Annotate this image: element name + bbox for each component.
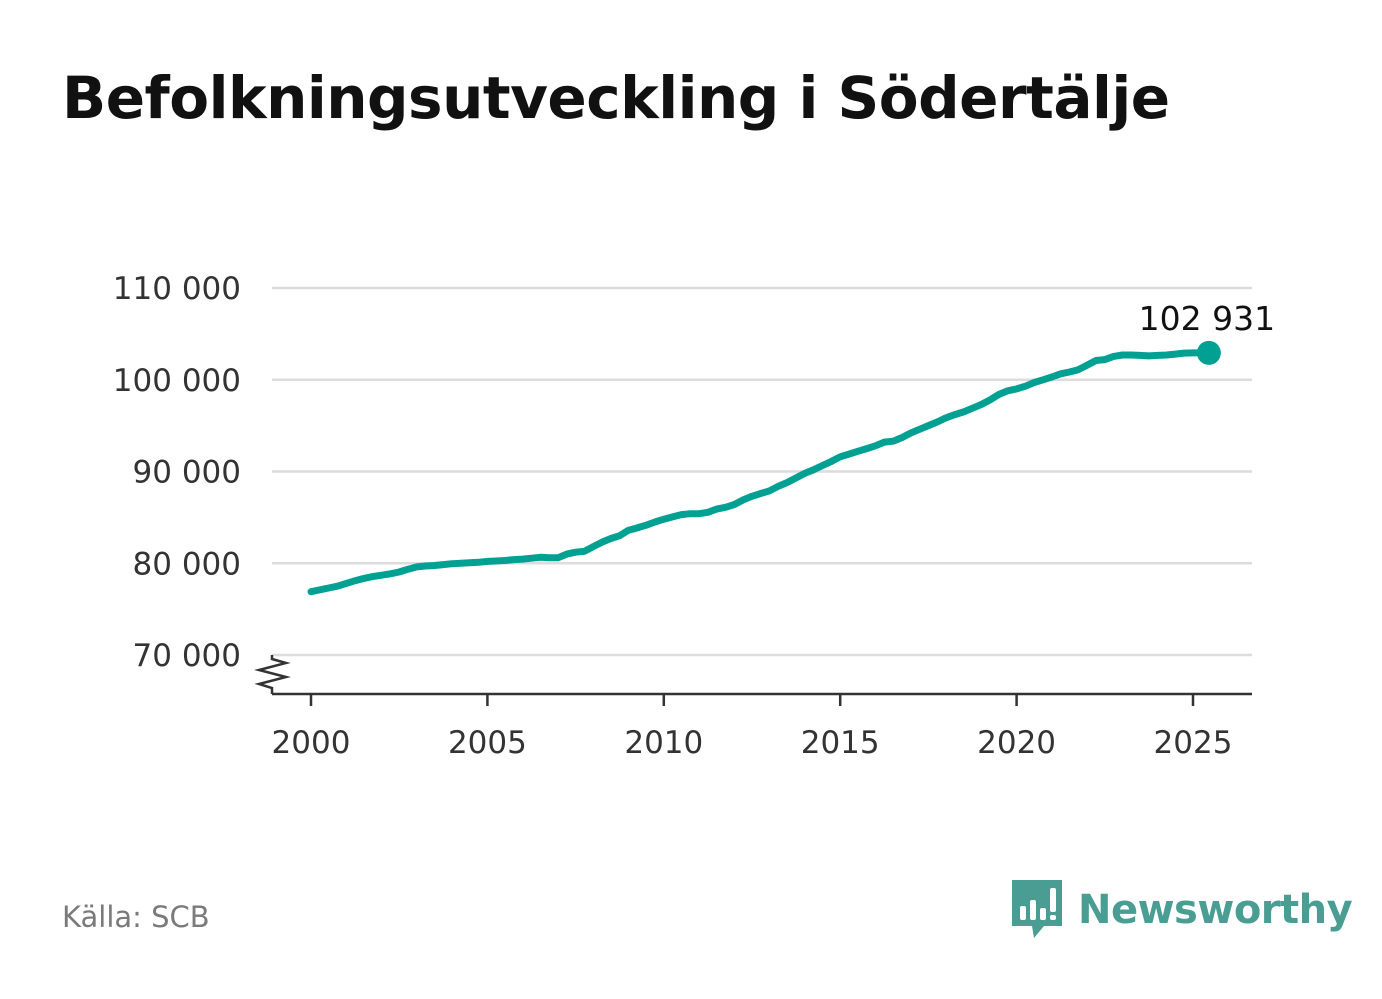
- x-tick-label: 2020: [977, 725, 1056, 761]
- chart-title: Befolkningsutveckling i Södertälje: [62, 64, 1170, 132]
- y-tick-label: 80 000: [133, 546, 241, 582]
- x-tick-label: 2000: [272, 725, 351, 761]
- x-tick-label: 2025: [1154, 725, 1233, 761]
- y-tick-label: 90 000: [133, 455, 241, 491]
- axes: [254, 655, 1252, 696]
- series-line-0: [307, 349, 1213, 596]
- y-axis-ticks: 70 000 80 000 90 000 100 000 110 000: [113, 271, 241, 674]
- x-tick-label: 2010: [624, 725, 703, 761]
- brand-name: Newsworthy: [1078, 887, 1353, 933]
- series-group: 102 931: [307, 299, 1275, 596]
- source-note: Källa: SCB: [62, 900, 210, 934]
- x-axis-ticks: 2000 2005 2010 2015 2020 2025: [272, 694, 1233, 761]
- y-tick-label: 100 000: [113, 363, 241, 399]
- end-point-marker: [1196, 340, 1221, 365]
- y-tick-label: 70 000: [133, 638, 241, 674]
- newsworthy-logo-icon: [1012, 880, 1062, 938]
- x-tick-label: 2015: [801, 725, 880, 761]
- gridlines: [272, 286, 1252, 657]
- y-tick-label: 110 000: [113, 271, 241, 307]
- axis-break-icon: [254, 655, 291, 694]
- brand-logo: Newsworthy: [1012, 880, 1353, 940]
- end-value-label: 102 931: [1139, 299, 1275, 338]
- x-tick-label: 2005: [448, 725, 527, 761]
